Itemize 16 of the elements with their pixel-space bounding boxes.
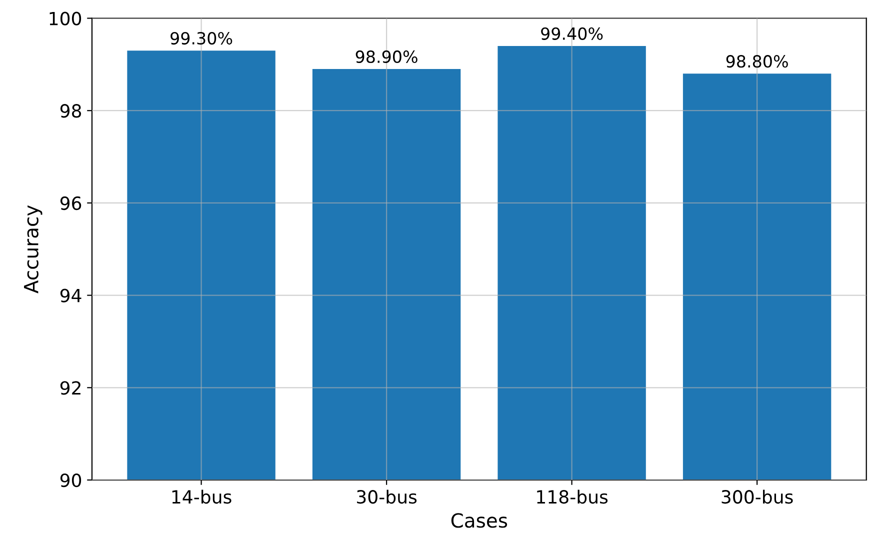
x-tick-label: 30-bus	[357, 490, 417, 504]
data-label: 99.30%	[170, 32, 232, 45]
y-tick-label: 92	[60, 381, 80, 395]
y-tick-label: 94	[60, 288, 82, 302]
x-tick-label: 118-bus	[537, 490, 608, 504]
data-label: 98.90%	[356, 50, 418, 64]
y-tick-label: 90	[60, 473, 82, 488]
x-tick-label: 14-bus	[172, 490, 232, 504]
y-tick-label: 96	[60, 196, 82, 210]
y-tick-label: 98	[60, 104, 82, 118]
y-axis-title: Accuracy	[24, 205, 42, 294]
y-tick-label: 100	[50, 12, 82, 26]
data-label: 98.80%	[726, 55, 788, 68]
data-label: 99.40%	[541, 27, 603, 40]
x-axis-title: Cases	[451, 513, 508, 528]
x-tick-label: 300-bus	[722, 490, 793, 504]
